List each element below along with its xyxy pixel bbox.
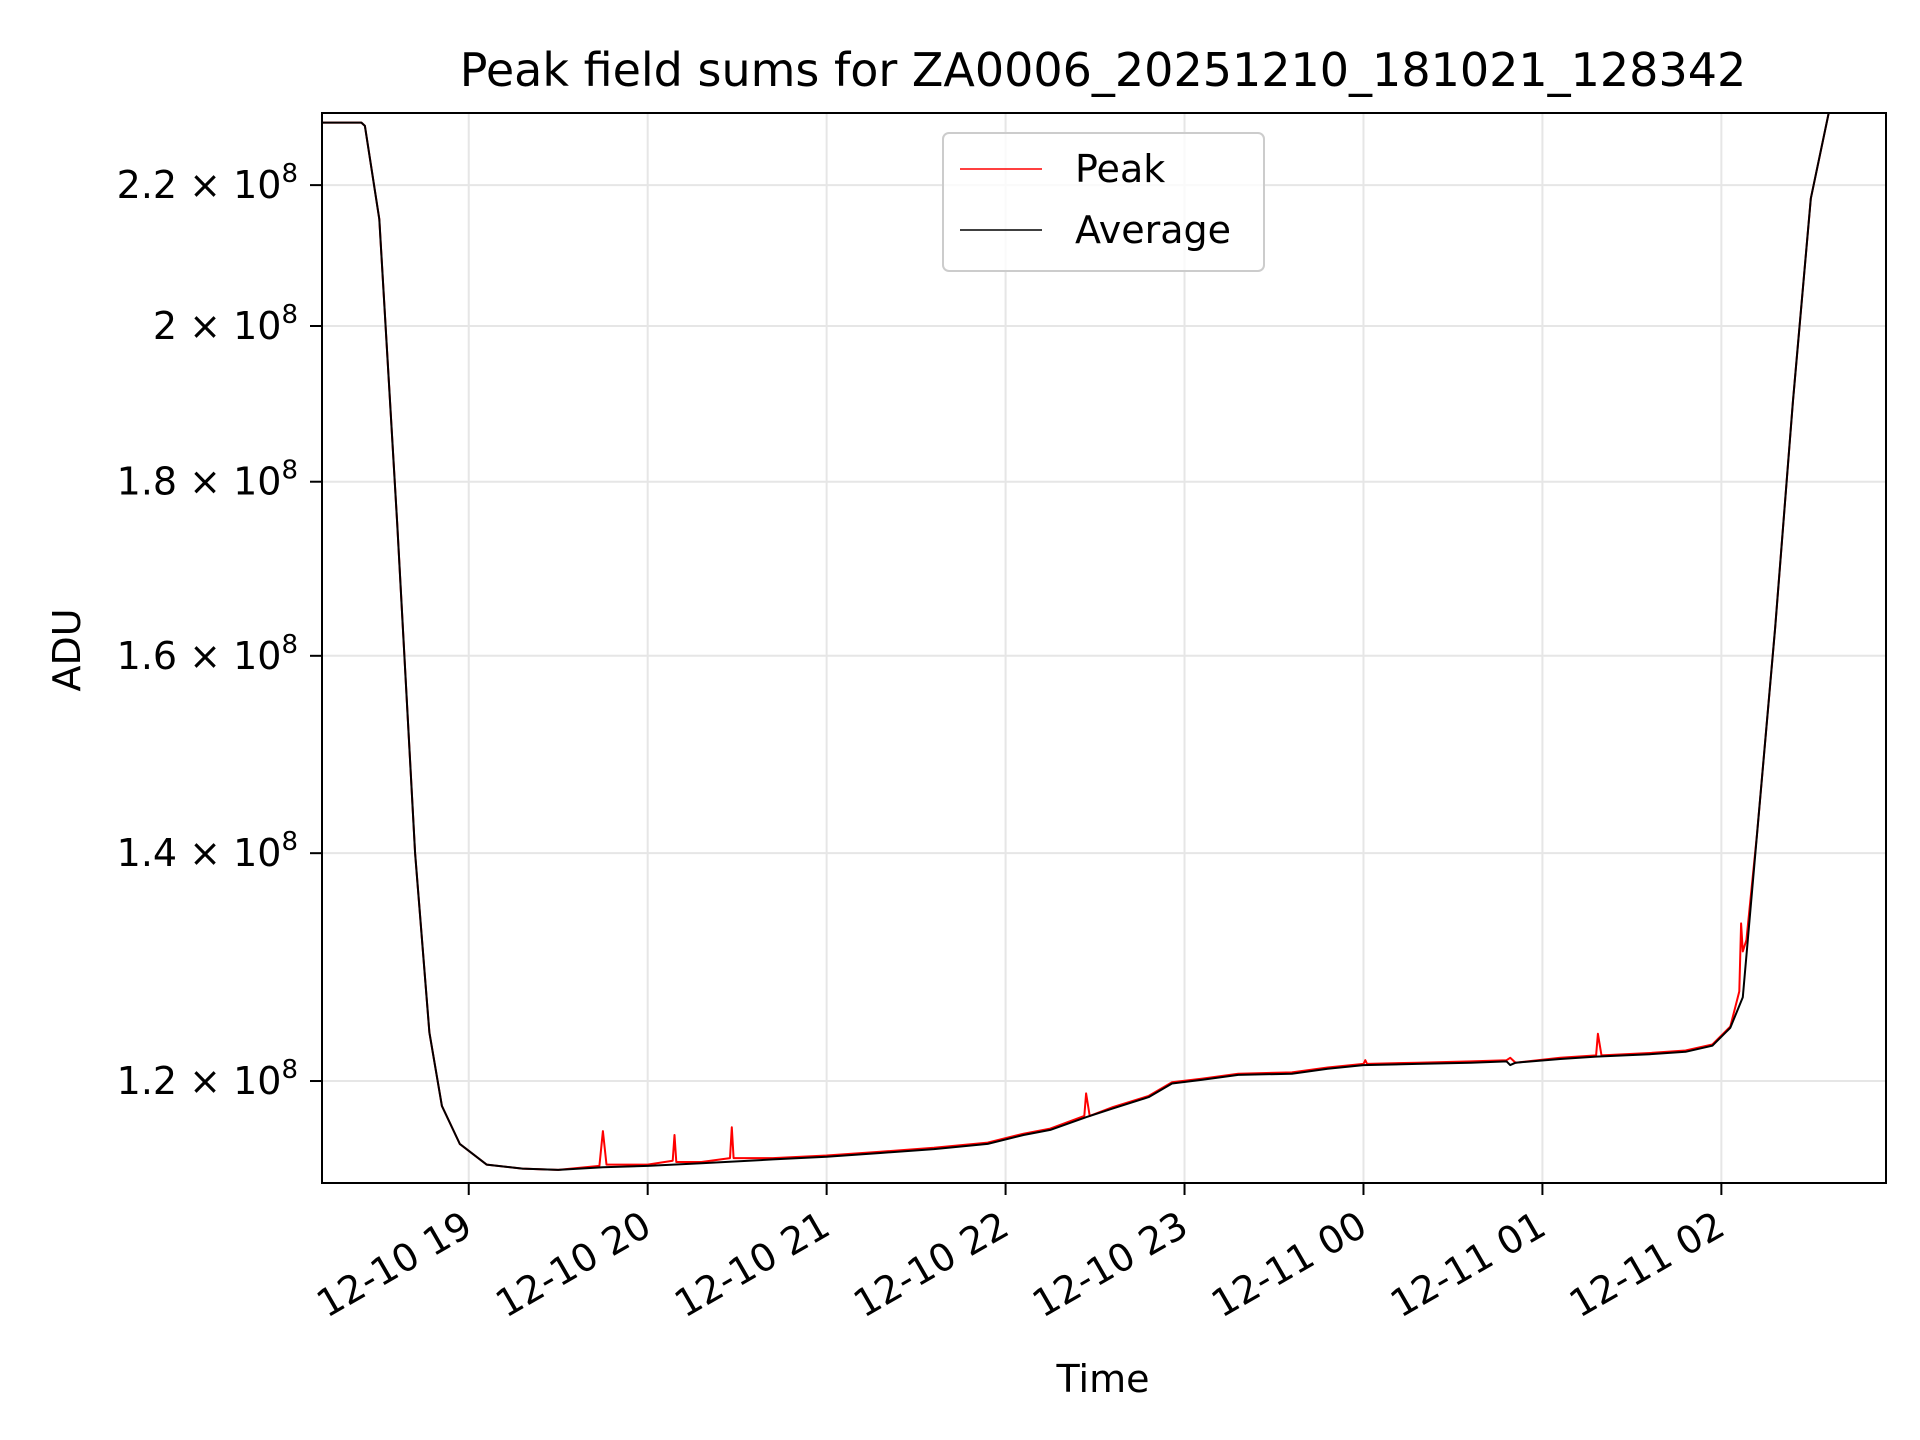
y-axis-label: ADU xyxy=(45,608,89,691)
y-tick-label: 1.8 × 108 xyxy=(117,456,298,504)
y-tick-label: 1.2 × 108 xyxy=(117,1055,298,1103)
y-tick-label: 1.6 × 108 xyxy=(117,630,298,678)
chart: Peak field sums for ZA0006_20251210_1810… xyxy=(0,0,1920,1440)
y-tick-label: 2.2 × 108 xyxy=(117,159,298,207)
y-tick-label: 1.4 × 108 xyxy=(117,827,298,875)
legend: Peak Average xyxy=(943,133,1264,271)
chart-title: Peak field sums for ZA0006_20251210_1810… xyxy=(460,43,1747,97)
x-axis-label: Time xyxy=(1056,1357,1150,1401)
y-tick-label: 2 × 108 xyxy=(153,300,298,348)
legend-peak-label: Peak xyxy=(1075,147,1165,191)
legend-average-label: Average xyxy=(1075,208,1231,252)
